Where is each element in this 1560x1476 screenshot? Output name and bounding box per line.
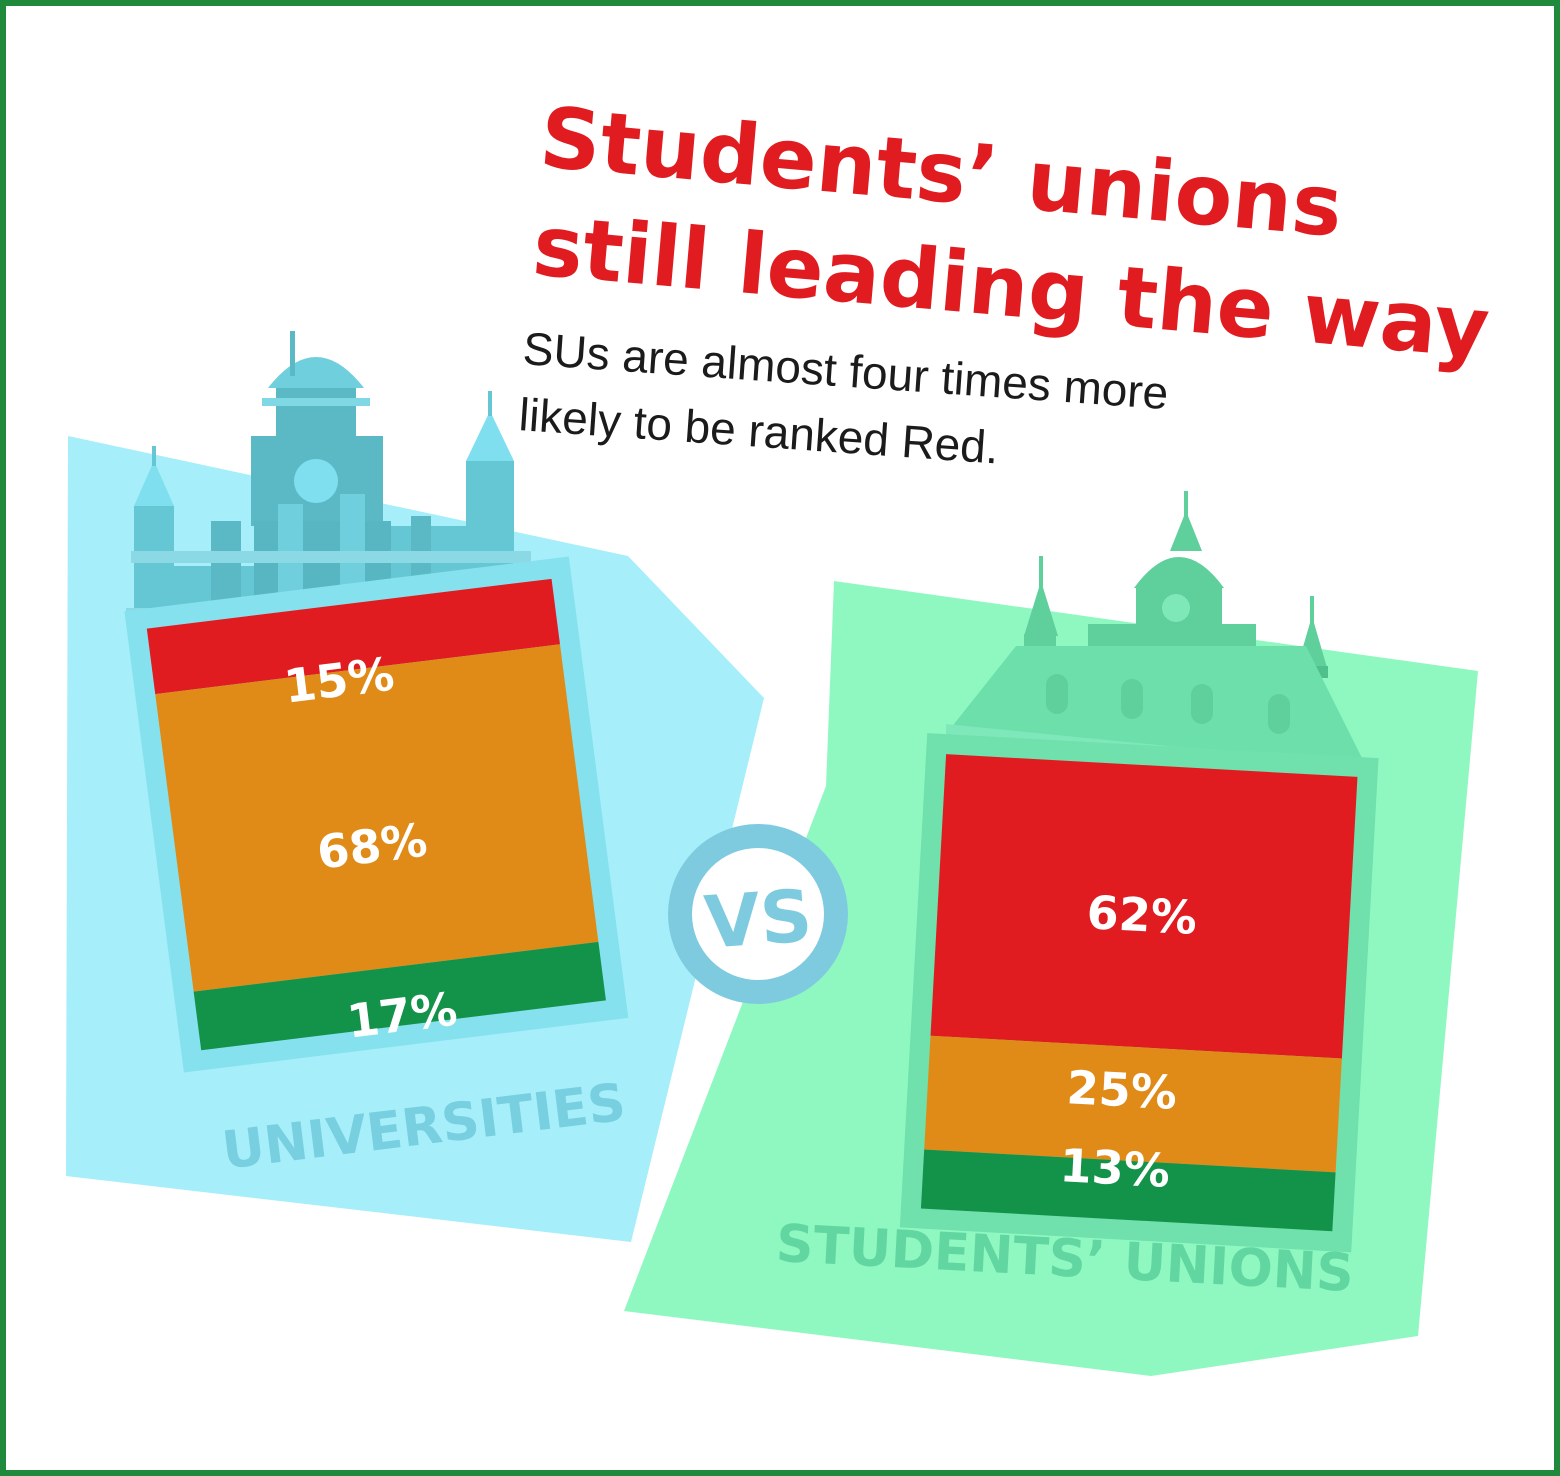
universities-bar-group [124, 556, 629, 1073]
universities-bar-orange [155, 644, 599, 992]
universities-bar-green [193, 941, 606, 1051]
universities-label-green: 17% [344, 982, 460, 1049]
unions-bar-orange [924, 1035, 1342, 1173]
unions-label-green: 13% [1058, 1138, 1171, 1198]
unions-label-red: 62% [1085, 885, 1198, 945]
vs-label: VS [702, 873, 815, 964]
unions-label-orange: 25% [1065, 1060, 1178, 1120]
universities-label-red: 15% [281, 647, 397, 714]
unions-bar-group [899, 733, 1379, 1253]
universities-bar-red [146, 578, 560, 695]
unions-bar-red [930, 754, 1358, 1059]
unions-bar-green [920, 1149, 1336, 1232]
universities-label-orange: 68% [314, 813, 430, 880]
infographic-canvas: 15% 68% 17% UNIVERSITIES VS 62% [66, 88, 1493, 1376]
vs-badge: VS [668, 824, 848, 1004]
subtitle: SUs are almost four times more likely to… [517, 322, 1170, 473]
